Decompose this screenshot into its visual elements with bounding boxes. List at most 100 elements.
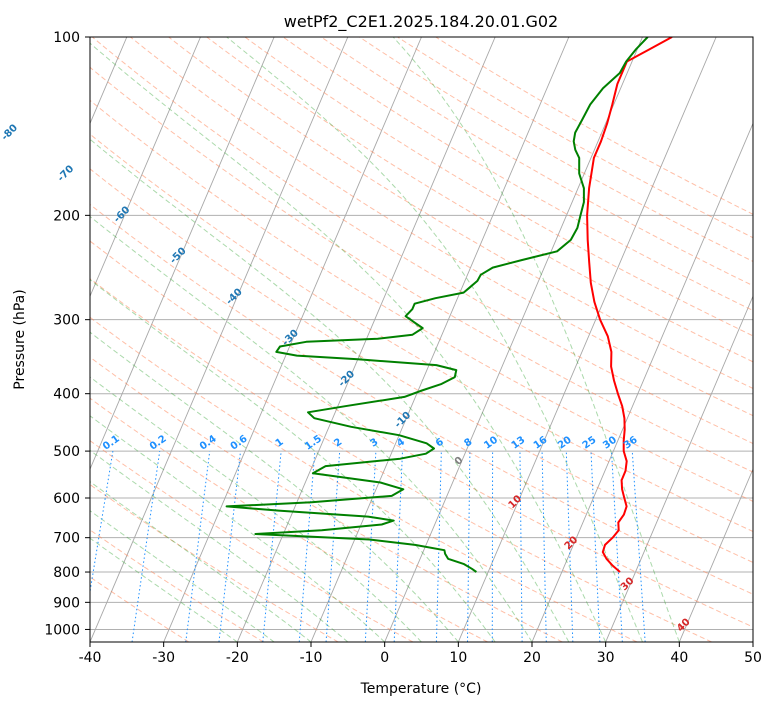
mixing-ratio-label: 20 (556, 435, 574, 452)
chart-title: wetPf2_C2E1.2025.184.20.01.G02 (284, 12, 558, 32)
profile-lines (225, 37, 673, 573)
dry-adiabat-line (168, 37, 753, 389)
isotherm-line (163, 37, 422, 642)
isotherm-label: 30 (619, 576, 637, 594)
dry-adiabat-line (90, 66, 753, 473)
mixing-ratio-line (467, 451, 471, 642)
y-tick-label: 800 (53, 565, 80, 581)
isotherm-label: -70 (56, 164, 77, 185)
dry-adiabat-line (90, 278, 712, 642)
moist-adiabat-line (90, 279, 496, 642)
moist-adiabat-line (90, 376, 422, 642)
isotherm-line (678, 467, 753, 642)
dry-adiabat-line (90, 529, 264, 642)
background-lines (90, 37, 753, 642)
dry-adiabat-line (91, 37, 753, 445)
isotherm-line (531, 122, 753, 642)
moist-adiabat-line (90, 331, 459, 642)
mixing-ratio-line (631, 451, 646, 642)
x-tick-label: 30 (597, 650, 615, 666)
y-tick-label: 500 (53, 444, 80, 460)
moist-adiabat-line (90, 415, 386, 642)
moist-adiabat-line (90, 138, 570, 642)
dry-adiabat-line (206, 37, 753, 363)
dry-adiabat-line (90, 440, 414, 642)
isotherm-line (384, 37, 643, 642)
y-tick-label: 100 (53, 30, 80, 46)
x-tick-label: -10 (300, 650, 323, 666)
x-tick-label: 0 (380, 650, 389, 666)
dry-adiabat-line (90, 133, 753, 533)
moist-adiabat-line (392, 37, 680, 642)
x-tick-label: 10 (449, 650, 467, 666)
isotherm-label: -40 (224, 287, 245, 308)
y-axis-label: Pressure (hPa) (12, 289, 28, 389)
isotherm-label: -80 (0, 122, 20, 143)
isotherm-line (90, 37, 275, 471)
dry-adiabat-line (90, 203, 753, 595)
moist-adiabat-line (90, 215, 533, 642)
mixing-ratio-label: 1 (274, 437, 286, 450)
isotherm-label: -10 (393, 410, 414, 431)
x-tick-label: 50 (744, 650, 762, 666)
mixing-ratio-label: 13 (510, 435, 528, 452)
mixing-ratio-label: 0.4 (198, 433, 219, 452)
y-tick-label: 300 (53, 313, 80, 329)
isotherm-line (90, 37, 201, 298)
x-tick-label: -20 (226, 650, 249, 666)
plot-frame (89, 36, 754, 643)
moist-adiabat-line (90, 481, 312, 642)
mixing-ratio-line (298, 451, 316, 642)
dry-adiabat-line (90, 397, 488, 642)
dry-adiabat-line (282, 37, 753, 312)
x-tick-label: 20 (523, 650, 541, 666)
isotherm-label: 10 (507, 493, 525, 511)
isotherm-line (457, 37, 717, 642)
mixing-ratio-label: 0.2 (148, 433, 169, 452)
dry-adiabat-line (90, 99, 753, 502)
mixing-ratio-line (218, 451, 242, 642)
mixing-ratio-label: 8 (462, 437, 474, 450)
mixing-ratio-line (590, 451, 601, 642)
dry-adiabat-line (90, 483, 339, 642)
x-tick-label: 40 (670, 650, 688, 666)
mixing-ratio-line (90, 451, 114, 595)
isotherm-line (90, 37, 349, 642)
mixing-ratio-line (435, 451, 442, 642)
mixing-ratio-label: 10 (482, 435, 500, 452)
mixing-ratio-label: 4 (395, 437, 407, 450)
dry-adiabat-line (90, 168, 753, 563)
x-tick-label: -40 (79, 650, 102, 666)
isotherm-line (605, 295, 753, 642)
y-tick-label: 200 (53, 208, 80, 224)
mixing-ratio-line (185, 451, 211, 642)
moist-adiabat-line (226, 37, 643, 642)
dry-adiabat-line (90, 240, 753, 628)
dry-adiabat-line (244, 37, 753, 337)
mixing-ratio-label: 2 (332, 437, 344, 450)
dewpoint-line (225, 37, 649, 573)
mixing-ratio-label: 16 (532, 435, 550, 452)
y-tick-label: 900 (53, 595, 80, 611)
mixing-ratio-label: 30 (601, 435, 619, 452)
moist-adiabat-line (90, 537, 238, 642)
isotherm-label: -60 (112, 205, 133, 226)
dry-adiabat-line (90, 356, 563, 642)
y-tick-label: 1000 (44, 622, 80, 638)
mixing-ratio-label: 0.6 (229, 433, 250, 452)
y-tick-label: 700 (53, 531, 80, 547)
y-tick-label: 600 (53, 491, 80, 507)
x-tick-label: -30 (152, 650, 175, 666)
dry-adiabat-line (90, 316, 638, 642)
moist-adiabat-line (90, 449, 349, 642)
moist-adiabat-line (90, 510, 275, 642)
y-tick-label: 400 (53, 387, 80, 403)
isotherm-label: -50 (168, 246, 189, 267)
isotherm-line (752, 640, 753, 642)
dry-adiabat-line (90, 576, 190, 642)
x-axis-label: Temperature (°C) (360, 681, 482, 697)
mixing-ratio-line (131, 451, 161, 642)
axis-ticks: -40 -30 -20 -10 0 10 20 30 40 50 100 200 300 400 500 60… (44, 30, 762, 666)
temperature-line (586, 37, 673, 573)
